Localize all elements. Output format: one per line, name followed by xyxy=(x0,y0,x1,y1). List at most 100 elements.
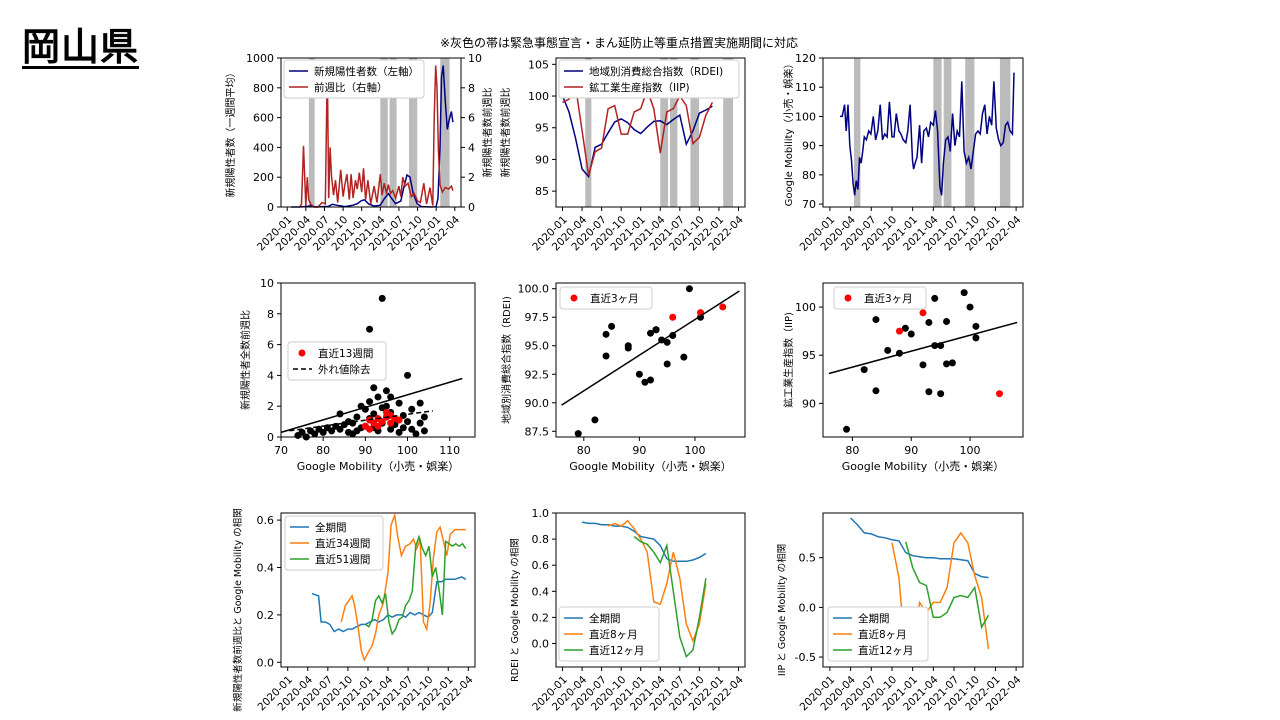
scatter-cases-chart-ytick-label: 4 xyxy=(267,369,274,382)
scatter-rdei-chart-frame xyxy=(555,282,746,438)
scatter-cases-chart-point xyxy=(416,419,424,427)
scatter-rdei-chart-point xyxy=(624,342,632,350)
cases-chart-frame xyxy=(280,57,462,208)
scatter-cases-chart-point xyxy=(382,402,390,410)
scatter-rdei-chart-xtick-label: 100 xyxy=(684,444,705,457)
scatter-rdei-chart-xtick-label: 80 xyxy=(577,444,591,457)
mobility-chart-shade-band xyxy=(965,58,975,207)
mobility-chart-ytick-label: 100 xyxy=(795,110,816,123)
mobility-chart-ytick-label: 90 xyxy=(802,140,816,153)
scatter-cases-chart-recent-point xyxy=(395,416,403,424)
scatter-cases-chart-ylabel: 新規陽性者全数前週比 xyxy=(239,310,252,410)
scatter-cases-chart-recent-point xyxy=(387,419,395,427)
scatter-cases-chart-point xyxy=(387,425,395,433)
corr-cases-chart-ytick-label: 0.0 xyxy=(257,656,275,669)
scatter-iip-chart-point xyxy=(943,318,951,325)
scatter-rdei-chart-point xyxy=(669,331,677,339)
scatter-cases-chart-ytick-label: 8 xyxy=(267,308,274,321)
scatter-cases-chart-point xyxy=(319,428,327,436)
scatter-iip-chart-point xyxy=(937,390,945,398)
corr-iip-chart: -0.50.00.52020-012020-042020-072020-1020… xyxy=(776,512,1024,713)
scatter-rdei-chart: 87.5 90.0 92.5 95.0 97.5 100.0 80 90 100 Google M… xyxy=(500,282,746,473)
cases-chart-shade-band xyxy=(308,58,315,207)
corr-rdei-chart: 0.00.20.40.60.81.02020-012020-042020-072… xyxy=(509,507,746,713)
scatter-iip-chart-ytick-label: 100 xyxy=(795,301,816,314)
scatter-iip-chart-recent-point xyxy=(995,390,1003,398)
mobility-chart-shade-band xyxy=(943,58,952,207)
scatter-cases-chart-legend-marker xyxy=(298,349,306,357)
cases-chart-ytick-label: 800 xyxy=(253,82,274,95)
scatter-cases-chart-point xyxy=(420,413,428,421)
scatter-rdei-chart-point xyxy=(641,378,649,386)
corr-iip-chart-ytick-label: 0.5 xyxy=(799,552,817,565)
scatter-cases-chart-point xyxy=(420,427,428,435)
corr-cases-chart-ytick-label: 0.2 xyxy=(257,609,275,622)
scatter-cases-chart-point xyxy=(349,419,357,427)
scatter-cases-chart-point xyxy=(382,387,390,395)
corr-cases-chart-ytick-label: 0.6 xyxy=(257,514,275,527)
corr-iip-chart-ytick-label: 0.0 xyxy=(799,601,817,614)
corr-rdei-chart-ylabel: RDEI と Google Mobility の相関 xyxy=(509,538,521,682)
scatter-cases-chart-legend-label: 外れ値除去 xyxy=(318,363,371,376)
scatter-cases-chart-ytick-label: 6 xyxy=(267,339,274,352)
scatter-iip-chart-legend-label: 直近3ヶ月 xyxy=(864,292,913,305)
cases-chart-ytick-label: 0 xyxy=(267,201,274,214)
cases-chart-ytick-label: 600 xyxy=(253,112,274,125)
scatter-cases-chart: 0 2 4 6 8 10 70 80 90 100 110 Google Mobility（小売・娯楽… xyxy=(239,277,476,473)
scatter-iip-chart-point xyxy=(901,324,909,332)
scatter-cases-chart-point xyxy=(399,424,407,432)
scatter-cases-chart-recent-point xyxy=(374,422,382,430)
corr-cases-chart-series-1 xyxy=(340,512,466,662)
cases-chart-ytick-label: 1000 xyxy=(246,52,274,65)
scatter-cases-chart-point xyxy=(404,418,412,426)
corr-rdei-chart-ytick-label: 0.8 xyxy=(532,533,550,546)
mobility-chart-series xyxy=(840,72,1015,196)
corr-cases-chart-legend-label: 直近34週間 xyxy=(315,537,370,550)
scatter-rdei-chart-point xyxy=(680,353,688,361)
scatter-iip-chart-recent-point xyxy=(919,309,927,317)
scatter-cases-chart-point xyxy=(298,428,306,436)
scatter-rdei-chart-ytick-label: 90.0 xyxy=(525,397,550,410)
rdei-chart-ytick-label: 95 xyxy=(535,122,549,135)
scatter-iip-chart-point xyxy=(925,318,933,326)
cases-chart-ytick-label: 400 xyxy=(253,141,274,154)
scatter-rdei-chart-fit-line xyxy=(561,290,740,406)
rdei-chart-frame xyxy=(555,57,746,208)
corr-iip-chart-legend-label: 直近8ヶ月 xyxy=(858,628,907,641)
cases-chart-y2tick-label: 10 xyxy=(468,52,482,65)
scatter-cases-chart-xtick-label: 100 xyxy=(397,444,418,457)
corr-cases-chart-frame xyxy=(280,512,476,668)
cases-chart-y2tick-label: 4 xyxy=(468,141,475,154)
corr-rdei-chart-ytick-label: 0.6 xyxy=(532,559,550,572)
scatter-rdei-chart-xlabel: Google Mobility（小売・娯楽） xyxy=(569,459,731,473)
page-title: 岡山県 xyxy=(22,25,140,69)
rdei-chart-ytick-label: 90 xyxy=(535,153,549,166)
corr-cases-chart-series-2 xyxy=(364,534,467,636)
cases-chart-shade-band xyxy=(440,58,450,207)
corr-rdei-chart-ytick-label: 0.2 xyxy=(532,611,550,624)
cases-chart-series-cases xyxy=(291,65,454,208)
scatter-cases-chart-legend-label: 直近13週間 xyxy=(318,347,373,360)
scatter-rdei-chart-point xyxy=(591,416,599,424)
scatter-iip-chart-point xyxy=(931,294,939,302)
scatter-cases-chart-point xyxy=(416,399,424,407)
scatter-cases-chart-point xyxy=(366,325,374,333)
scatter-cases-chart-frame xyxy=(280,282,476,438)
scatter-iip-chart-fit-line xyxy=(828,321,1018,375)
mobility-chart-ytick-label: 120 xyxy=(795,52,816,65)
cases-chart-y2label: 新規陽性者数前週比 xyxy=(481,88,494,178)
scatter-cases-chart-point xyxy=(378,294,386,302)
scatter-cases-chart-point xyxy=(408,405,416,413)
scatter-cases-chart-xtick-label: 110 xyxy=(439,444,460,457)
scatter-iip-chart-point xyxy=(948,359,956,367)
corr-rdei-chart-legend-label: 直近8ヶ月 xyxy=(589,628,638,641)
rdei-chart-legend-label: 地域別消費総合指数（RDEI) xyxy=(589,65,723,78)
scatter-cases-chart-ytick-label: 0 xyxy=(267,431,274,444)
scatter-iip-chart-ytick-label: 90 xyxy=(802,397,816,410)
corr-cases-chart: 0.00.20.40.62020-012020-042020-072020-10… xyxy=(232,508,476,713)
rdei-chart-shade-band xyxy=(585,58,592,207)
scatter-cases-chart-point xyxy=(404,371,412,379)
scatter-cases-chart-point xyxy=(366,398,374,406)
scatter-iip-chart-xtick-label: 100 xyxy=(960,444,981,457)
